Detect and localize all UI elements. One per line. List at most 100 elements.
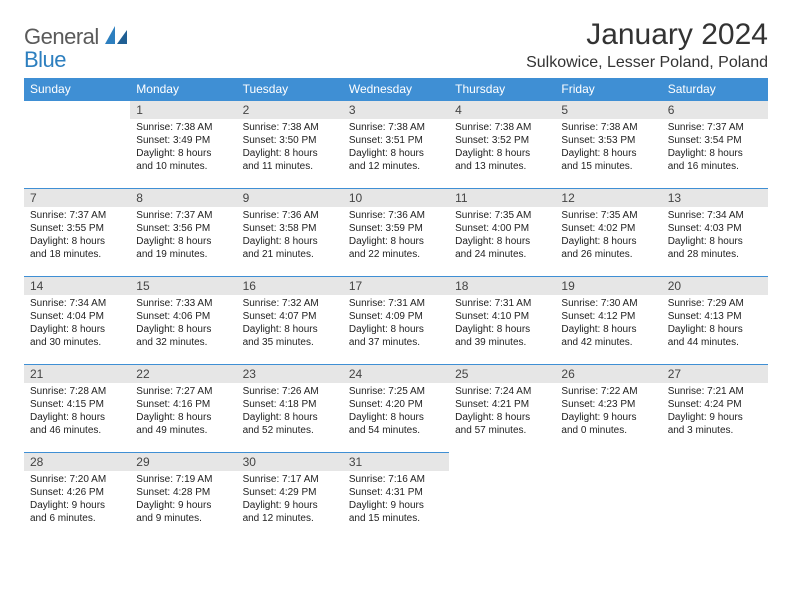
daylight-label: Daylight: 8 hours and 10 minutes.	[136, 147, 230, 173]
sunset-label: Sunset: 4:10 PM	[455, 310, 549, 323]
day-details: Sunrise: 7:21 AMSunset: 4:24 PMDaylight:…	[662, 383, 768, 441]
sunrise-label: Sunrise: 7:37 AM	[668, 121, 762, 134]
sunset-label: Sunset: 4:28 PM	[136, 486, 230, 499]
day-number: 7	[24, 188, 130, 207]
calendar-cell	[662, 452, 768, 540]
calendar-cell: 2Sunrise: 7:38 AMSunset: 3:50 PMDaylight…	[237, 100, 343, 188]
sunrise-label: Sunrise: 7:24 AM	[455, 385, 549, 398]
day-details: Sunrise: 7:34 AMSunset: 4:03 PMDaylight:…	[662, 207, 768, 265]
calendar-cell: 1Sunrise: 7:38 AMSunset: 3:49 PMDaylight…	[130, 100, 236, 188]
daylight-label: Daylight: 8 hours and 32 minutes.	[136, 323, 230, 349]
sunrise-label: Sunrise: 7:20 AM	[30, 473, 124, 486]
daylight-label: Daylight: 9 hours and 3 minutes.	[668, 411, 762, 437]
sunrise-label: Sunrise: 7:37 AM	[30, 209, 124, 222]
calendar-page: General Blue January 2024 Sulkowice, Les…	[0, 0, 792, 540]
day-number: 26	[555, 364, 661, 383]
sunset-label: Sunset: 3:52 PM	[455, 134, 549, 147]
sunset-label: Sunset: 4:20 PM	[349, 398, 443, 411]
calendar-cell: 26Sunrise: 7:22 AMSunset: 4:23 PMDayligh…	[555, 364, 661, 452]
calendar-cell: 22Sunrise: 7:27 AMSunset: 4:16 PMDayligh…	[130, 364, 236, 452]
calendar-cell: 4Sunrise: 7:38 AMSunset: 3:52 PMDaylight…	[449, 100, 555, 188]
day-details: Sunrise: 7:34 AMSunset: 4:04 PMDaylight:…	[24, 295, 130, 353]
sunset-label: Sunset: 4:15 PM	[30, 398, 124, 411]
calendar-cell: 23Sunrise: 7:26 AMSunset: 4:18 PMDayligh…	[237, 364, 343, 452]
day-details: Sunrise: 7:20 AMSunset: 4:26 PMDaylight:…	[24, 471, 130, 529]
calendar-cell	[24, 100, 130, 188]
calendar-cell: 11Sunrise: 7:35 AMSunset: 4:00 PMDayligh…	[449, 188, 555, 276]
day-number: 13	[662, 188, 768, 207]
calendar-cell: 31Sunrise: 7:16 AMSunset: 4:31 PMDayligh…	[343, 452, 449, 540]
day-details: Sunrise: 7:19 AMSunset: 4:28 PMDaylight:…	[130, 471, 236, 529]
logo: General Blue	[24, 24, 127, 70]
location-label: Sulkowice, Lesser Poland, Poland	[526, 54, 768, 72]
sunrise-label: Sunrise: 7:37 AM	[136, 209, 230, 222]
day-number: 16	[237, 276, 343, 295]
sunrise-label: Sunrise: 7:33 AM	[136, 297, 230, 310]
logo-text-blue: Blue	[24, 50, 127, 70]
sunset-label: Sunset: 3:50 PM	[243, 134, 337, 147]
daylight-label: Daylight: 9 hours and 9 minutes.	[136, 499, 230, 525]
day-number: 4	[449, 100, 555, 119]
day-details: Sunrise: 7:33 AMSunset: 4:06 PMDaylight:…	[130, 295, 236, 353]
day-details: Sunrise: 7:27 AMSunset: 4:16 PMDaylight:…	[130, 383, 236, 441]
sunrise-label: Sunrise: 7:31 AM	[455, 297, 549, 310]
day-details: Sunrise: 7:25 AMSunset: 4:20 PMDaylight:…	[343, 383, 449, 441]
sunrise-label: Sunrise: 7:32 AM	[243, 297, 337, 310]
sunset-label: Sunset: 4:06 PM	[136, 310, 230, 323]
calendar-cell: 9Sunrise: 7:36 AMSunset: 3:58 PMDaylight…	[237, 188, 343, 276]
day-number: 20	[662, 276, 768, 295]
daylight-label: Daylight: 8 hours and 52 minutes.	[243, 411, 337, 437]
calendar-cell: 15Sunrise: 7:33 AMSunset: 4:06 PMDayligh…	[130, 276, 236, 364]
calendar-cell: 28Sunrise: 7:20 AMSunset: 4:26 PMDayligh…	[24, 452, 130, 540]
sunset-label: Sunset: 4:24 PM	[668, 398, 762, 411]
daylight-label: Daylight: 8 hours and 46 minutes.	[30, 411, 124, 437]
sunrise-label: Sunrise: 7:36 AM	[243, 209, 337, 222]
day-number: 28	[24, 452, 130, 471]
day-number: 31	[343, 452, 449, 471]
sunset-label: Sunset: 3:59 PM	[349, 222, 443, 235]
sunrise-label: Sunrise: 7:38 AM	[455, 121, 549, 134]
calendar-cell: 19Sunrise: 7:30 AMSunset: 4:12 PMDayligh…	[555, 276, 661, 364]
day-details: Sunrise: 7:16 AMSunset: 4:31 PMDaylight:…	[343, 471, 449, 529]
day-number: 30	[237, 452, 343, 471]
calendar-row: 7Sunrise: 7:37 AMSunset: 3:55 PMDaylight…	[24, 188, 768, 276]
calendar-cell: 7Sunrise: 7:37 AMSunset: 3:55 PMDaylight…	[24, 188, 130, 276]
day-number: 21	[24, 364, 130, 383]
calendar-cell: 8Sunrise: 7:37 AMSunset: 3:56 PMDaylight…	[130, 188, 236, 276]
day-details: Sunrise: 7:31 AMSunset: 4:09 PMDaylight:…	[343, 295, 449, 353]
weekday-header: Tuesday	[237, 78, 343, 100]
day-number: 6	[662, 100, 768, 119]
sunrise-label: Sunrise: 7:35 AM	[455, 209, 549, 222]
day-number: 23	[237, 364, 343, 383]
day-number: 8	[130, 188, 236, 207]
calendar-table: SundayMondayTuesdayWednesdayThursdayFrid…	[24, 78, 768, 540]
sunset-label: Sunset: 4:29 PM	[243, 486, 337, 499]
day-details: Sunrise: 7:29 AMSunset: 4:13 PMDaylight:…	[662, 295, 768, 353]
day-number: 12	[555, 188, 661, 207]
sunrise-label: Sunrise: 7:38 AM	[136, 121, 230, 134]
sunset-label: Sunset: 4:31 PM	[349, 486, 443, 499]
daylight-label: Daylight: 8 hours and 57 minutes.	[455, 411, 549, 437]
calendar-cell: 10Sunrise: 7:36 AMSunset: 3:59 PMDayligh…	[343, 188, 449, 276]
daylight-label: Daylight: 9 hours and 0 minutes.	[561, 411, 655, 437]
daylight-label: Daylight: 8 hours and 15 minutes.	[561, 147, 655, 173]
sunrise-label: Sunrise: 7:19 AM	[136, 473, 230, 486]
calendar-cell: 29Sunrise: 7:19 AMSunset: 4:28 PMDayligh…	[130, 452, 236, 540]
day-details: Sunrise: 7:38 AMSunset: 3:50 PMDaylight:…	[237, 119, 343, 177]
calendar-cell: 6Sunrise: 7:37 AMSunset: 3:54 PMDaylight…	[662, 100, 768, 188]
sunset-label: Sunset: 3:51 PM	[349, 134, 443, 147]
calendar-cell: 24Sunrise: 7:25 AMSunset: 4:20 PMDayligh…	[343, 364, 449, 452]
sunset-label: Sunset: 4:12 PM	[561, 310, 655, 323]
day-number: 3	[343, 100, 449, 119]
weekday-header: Sunday	[24, 78, 130, 100]
calendar-cell: 21Sunrise: 7:28 AMSunset: 4:15 PMDayligh…	[24, 364, 130, 452]
day-details: Sunrise: 7:38 AMSunset: 3:53 PMDaylight:…	[555, 119, 661, 177]
day-details: Sunrise: 7:31 AMSunset: 4:10 PMDaylight:…	[449, 295, 555, 353]
sunset-label: Sunset: 3:56 PM	[136, 222, 230, 235]
sunrise-label: Sunrise: 7:35 AM	[561, 209, 655, 222]
sunrise-label: Sunrise: 7:17 AM	[243, 473, 337, 486]
sunrise-label: Sunrise: 7:34 AM	[668, 209, 762, 222]
daylight-label: Daylight: 8 hours and 39 minutes.	[455, 323, 549, 349]
day-number: 5	[555, 100, 661, 119]
daylight-label: Daylight: 9 hours and 6 minutes.	[30, 499, 124, 525]
